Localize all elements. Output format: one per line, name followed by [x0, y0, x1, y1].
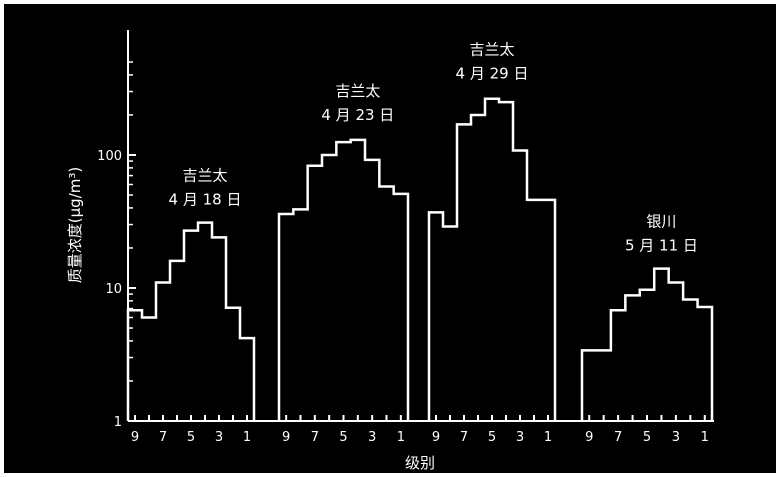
x-tick-label: 7: [159, 430, 167, 445]
chart-background: [4, 4, 776, 473]
histogram-series-4: [580, 267, 714, 421]
x-tick-label: 7: [311, 430, 319, 445]
x-tick-label: 5: [488, 430, 496, 445]
x-tick-label: 9: [131, 430, 139, 445]
y-axis-label: 质量浓度(μg/m³): [66, 167, 84, 283]
x-axis-label: 级别: [405, 454, 435, 472]
x-tick-label: 9: [282, 430, 290, 445]
panel-date-label: 4 月 18 日: [169, 191, 242, 209]
x-tick-label: 9: [432, 430, 440, 445]
x-tick-label: 3: [516, 430, 524, 445]
panel-date-label: 4 月 29 日: [456, 65, 529, 83]
panel-location-label: 银川: [646, 213, 676, 231]
y-tick-label: 100: [97, 149, 122, 164]
x-tick-label: 1: [243, 430, 251, 445]
x-tick-label: 5: [187, 430, 195, 445]
y-tick-label: 1: [114, 415, 122, 430]
x-tick-label: 5: [339, 430, 347, 445]
panel-date-label: 5 月 11 日: [625, 237, 698, 255]
x-tick-label: 7: [614, 430, 622, 445]
x-tick-label: 7: [460, 430, 468, 445]
panel-location-label: 吉兰太: [182, 167, 227, 185]
x-tick-label: 1: [544, 430, 552, 445]
y-ticks: 1 10 100: [97, 61, 136, 430]
x-tick-label: 1: [397, 430, 405, 445]
panel-date-label: 4 月 23 日: [321, 106, 394, 124]
x-tick-label: 9: [585, 430, 593, 445]
x-tick-label: 3: [368, 430, 376, 445]
histogram-series-3: [427, 97, 557, 421]
panel-location-label: 吉兰太: [335, 82, 380, 100]
histogram-bars: [126, 97, 714, 421]
x-tick-label: 3: [215, 430, 223, 445]
x-ticks: 9 7 5 3 1 9 7 5 3 1 9 7 5 3 1 9 7 5 3 1: [131, 415, 709, 445]
x-tick-label: 1: [701, 430, 709, 445]
panel-location-label: 吉兰太: [469, 41, 514, 59]
y-tick-label: 10: [105, 282, 122, 297]
x-tick-label: 5: [643, 430, 651, 445]
histogram-series-2: [277, 138, 410, 421]
histogram-series-1: [126, 221, 256, 421]
x-tick-label: 3: [672, 430, 680, 445]
